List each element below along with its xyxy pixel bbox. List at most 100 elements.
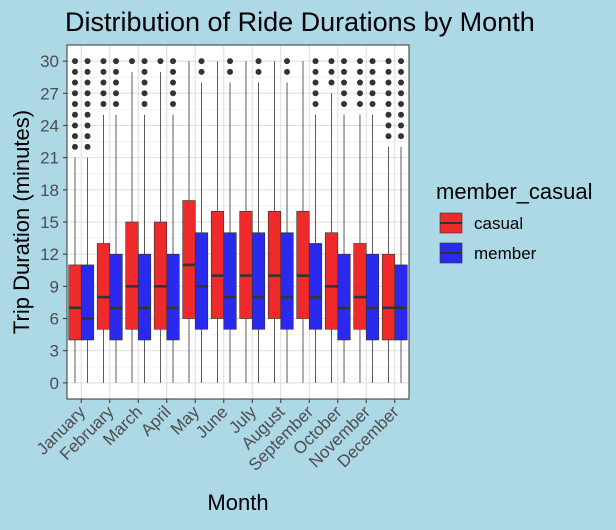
outlier-point: [84, 58, 91, 65]
outlier-point: [385, 133, 392, 140]
y-tick-label: 6: [50, 310, 59, 329]
outlier-point: [71, 68, 78, 75]
legend-label-casual: casual: [474, 214, 523, 233]
legend-label-member: member: [474, 244, 537, 263]
box-member: [308, 243, 323, 330]
outlier-point: [369, 90, 376, 97]
outlier-point: [341, 58, 348, 65]
box-member: [394, 264, 408, 341]
outlier-point: [100, 90, 107, 97]
outlier-point: [356, 90, 363, 97]
outlier-point: [84, 122, 91, 129]
outlier-point: [398, 111, 405, 118]
box-member: [280, 232, 294, 330]
outlier-point: [328, 79, 335, 86]
outlier-point: [312, 90, 319, 97]
box-casual: [182, 200, 196, 319]
outlier-point: [157, 58, 164, 65]
box-casual: [324, 232, 339, 330]
outlier-point: [341, 90, 348, 97]
outlier-point: [385, 79, 392, 86]
outlier-point: [385, 101, 392, 107]
outlier-point: [341, 68, 348, 75]
box-casual: [296, 210, 310, 319]
outlier-point: [84, 143, 91, 150]
outlier-point: [312, 68, 319, 75]
box-member: [365, 253, 380, 341]
outlier-point: [356, 101, 363, 107]
box-member: [251, 232, 266, 330]
outlier-point: [84, 68, 91, 75]
outlier-point: [71, 122, 78, 129]
outlier-point: [255, 68, 262, 75]
outlier-point: [198, 68, 205, 75]
outlier-point: [341, 101, 348, 107]
outlier-point: [198, 58, 205, 65]
outlier-point: [141, 79, 148, 86]
outlier-point: [84, 111, 91, 118]
box-casual: [210, 210, 225, 319]
outlier-point: [71, 133, 78, 140]
box-casual: [353, 243, 367, 330]
outlier-point: [84, 79, 91, 86]
outlier-point: [84, 90, 91, 97]
outlier-point: [312, 101, 319, 107]
outlier-point: [113, 101, 120, 107]
outlier-point: [141, 58, 148, 65]
outlier-point: [398, 101, 405, 107]
outlier-point: [385, 111, 392, 118]
x-axis-title: Month: [207, 490, 268, 515]
box-casual: [239, 210, 253, 319]
outlier-point: [170, 90, 177, 97]
outlier-point: [312, 79, 319, 86]
y-tick-label: 9: [50, 277, 59, 296]
y-axis-title: Trip Duration (minutes): [9, 110, 34, 334]
box-member: [223, 232, 237, 330]
outlier-point: [398, 133, 405, 140]
outlier-point: [84, 133, 91, 140]
outlier-point: [385, 122, 392, 129]
outlier-point: [328, 68, 335, 75]
outlier-point: [71, 101, 78, 107]
outlier-point: [71, 79, 78, 86]
y-tick-label: 27: [40, 84, 59, 103]
outlier-point: [100, 79, 107, 86]
y-tick-label: 12: [40, 245, 59, 264]
outlier-point: [227, 58, 234, 65]
outlier-point: [84, 101, 91, 107]
outlier-point: [100, 68, 107, 75]
legend: member_casual casual member: [436, 179, 593, 264]
y-tick-label: 30: [40, 52, 59, 71]
box-member: [337, 253, 351, 341]
y-tick-label: 21: [40, 149, 59, 168]
legend-title: member_casual: [436, 179, 593, 204]
outlier-point: [284, 58, 291, 65]
outlier-point: [113, 90, 120, 97]
outlier-point: [100, 58, 107, 65]
box-member: [166, 253, 180, 341]
y-tick-label: 3: [50, 342, 59, 361]
outlier-point: [170, 68, 177, 75]
outlier-point: [398, 79, 405, 86]
outlier-point: [369, 79, 376, 86]
outlier-point: [141, 68, 148, 75]
box-casual: [68, 264, 82, 341]
box-casual: [381, 253, 396, 341]
outlier-point: [255, 58, 262, 65]
outlier-point: [356, 58, 363, 65]
box-member: [109, 253, 123, 341]
y-tick-label: 18: [40, 181, 59, 200]
chart-title: Distribution of Ride Durations by Month: [65, 7, 535, 37]
outlier-point: [71, 58, 78, 65]
outlier-point: [113, 68, 120, 75]
outlier-point: [385, 90, 392, 97]
box-casual: [125, 221, 139, 330]
outlier-point: [385, 58, 392, 65]
outlier-point: [398, 68, 405, 75]
y-tick-label: 0: [50, 374, 59, 393]
outlier-point: [227, 68, 234, 75]
y-tick-label: 24: [40, 116, 59, 135]
outlier-point: [341, 79, 348, 86]
